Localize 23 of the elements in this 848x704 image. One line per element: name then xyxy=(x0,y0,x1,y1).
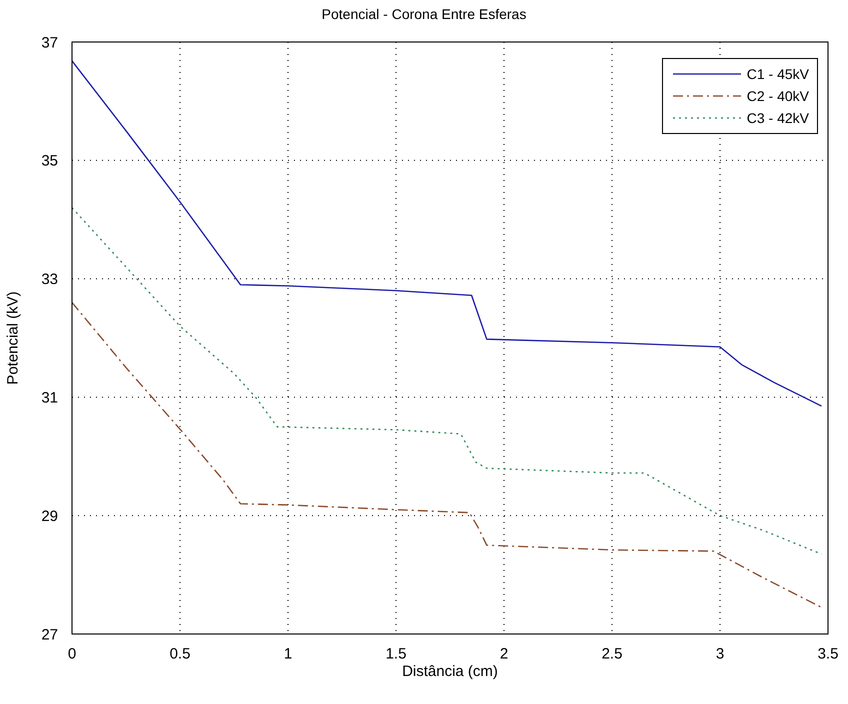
x-tick-label: 1 xyxy=(284,646,292,663)
y-tick-label: 37 xyxy=(41,34,58,52)
y-tick-label: 35 xyxy=(41,152,58,170)
line-series xyxy=(72,60,822,407)
x-tick-label: 3.5 xyxy=(818,646,838,663)
y-axis-title: Potencial (kV) xyxy=(4,291,22,385)
x-tick-label: 1.5 xyxy=(386,646,406,663)
x-tick-label: 0 xyxy=(68,646,76,663)
chart-title: Potencial - Corona Entre Esferas xyxy=(320,6,528,22)
x-axis-title: Distância (cm) xyxy=(402,663,498,680)
y-tick-label: 27 xyxy=(41,626,58,644)
legend-label: C2 - 40kV xyxy=(746,88,809,104)
legend-label: C3 - 42kV xyxy=(746,110,809,126)
line-series xyxy=(72,207,822,555)
line-series xyxy=(72,302,822,608)
x-tick-label: 2.5 xyxy=(602,646,622,663)
y-tick-label: 33 xyxy=(41,271,58,288)
y-tick-label: 29 xyxy=(41,508,58,525)
x-tick-label: 2 xyxy=(500,646,508,663)
y-tick-label: 31 xyxy=(41,390,58,407)
legend-label: C1 - 45kV xyxy=(746,66,809,82)
x-tick-label: 3 xyxy=(716,646,724,663)
x-tick-label: 0.5 xyxy=(170,646,190,663)
